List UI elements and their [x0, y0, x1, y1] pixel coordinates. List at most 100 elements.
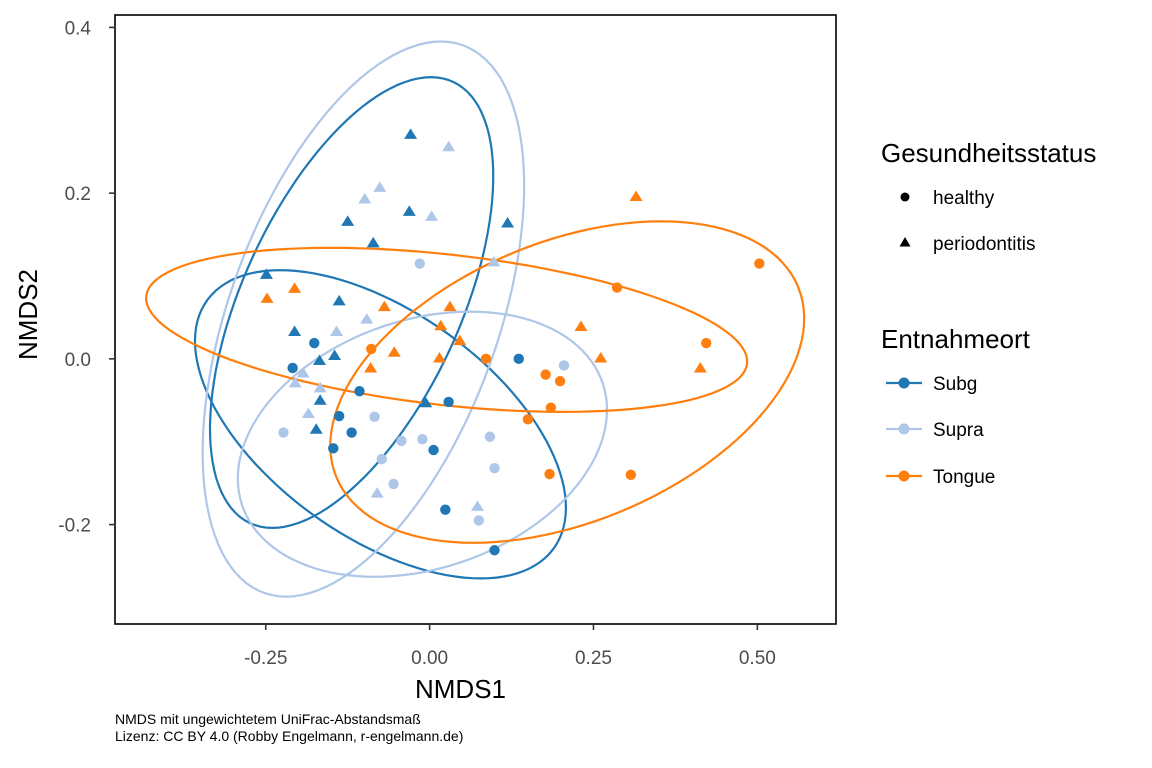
caption: NMDS mit ungewichtetem UniFrac-Abstandsm…: [115, 711, 463, 745]
plot-panel-frame: [114, 14, 837, 625]
y-tick-label: -0.2: [58, 516, 91, 537]
confidence-ellipses: [145, 40, 806, 598]
x-axis-ticks: -0.25 0.00 0.25 0.50: [244, 624, 776, 669]
legend-key-subg: [886, 377, 922, 389]
point-supra-periodontitis: [296, 366, 310, 378]
point-tongue-periodontitis: [443, 300, 457, 312]
point-subg-healthy: [513, 353, 524, 365]
point-tongue-periodontitis: [574, 320, 588, 332]
point-subg-periodontitis: [309, 423, 323, 434]
y-axis-title: NMDS2: [13, 269, 43, 360]
ellipse-supra: [201, 40, 526, 598]
legend-label-healthy: healthy: [933, 188, 995, 209]
point-tongue-healthy: [554, 376, 566, 387]
legend-key-triangle-icon: [899, 237, 911, 247]
point-subg-periodontitis: [419, 396, 433, 408]
point-tongue-periodontitis: [288, 282, 302, 293]
point-supra-periodontitis: [373, 181, 387, 192]
y-axis-ticks: -0.2 0.0 0.2 0.4: [58, 18, 115, 537]
point-tongue-healthy: [625, 469, 637, 481]
point-tongue-healthy: [480, 353, 492, 365]
point-subg-healthy: [428, 444, 439, 456]
point-tongue-periodontitis: [364, 361, 378, 373]
caption-line-license: Lizenz: CC BY 4.0 (Robby Engelmann, r-en…: [115, 728, 464, 744]
point-tongue-periodontitis: [432, 352, 446, 363]
x-tick-label: 0.00: [411, 648, 448, 669]
point-supra-healthy: [558, 360, 570, 371]
point-supra-periodontitis: [360, 313, 374, 324]
legend-gesundheitsstatus: Gesundheitsstatus healthy periodontitis: [881, 138, 1096, 255]
data-points: [259, 128, 765, 556]
point-supra-periodontitis: [301, 407, 315, 419]
legend-label-tongue: Tongue: [933, 467, 995, 488]
ellipse-tongue: [145, 246, 749, 414]
point-subg-periodontitis: [328, 349, 342, 361]
point-supra-periodontitis: [313, 381, 327, 393]
x-tick-label: -0.25: [244, 648, 287, 669]
point-tongue-healthy: [611, 282, 623, 293]
point-subg-periodontitis: [404, 128, 418, 139]
point-subg-periodontitis: [366, 236, 380, 248]
point-supra-healthy: [396, 435, 407, 447]
point-subg-periodontitis: [259, 268, 273, 279]
point-supra-healthy: [417, 434, 428, 445]
point-supra-healthy: [278, 427, 289, 438]
legend-label-subg: Subg: [933, 374, 977, 395]
point-tongue-healthy: [701, 337, 712, 349]
y-tick-label: 0.2: [65, 184, 91, 205]
point-subg-healthy: [443, 396, 454, 408]
point-subg-healthy: [489, 545, 500, 556]
point-supra-periodontitis: [425, 210, 439, 221]
legend-title-gesundheitsstatus: Gesundheitsstatus: [881, 138, 1096, 168]
point-tongue-periodontitis: [453, 334, 467, 346]
point-supra-healthy: [473, 515, 484, 526]
point-supra-healthy: [489, 463, 500, 474]
legend-label-supra: Supra: [933, 420, 984, 441]
caption-line-method: NMDS mit ungewichtetem UniFrac-Abstandsm…: [115, 711, 421, 727]
legend-title-entnahmeort: Entnahmeort: [881, 324, 1031, 354]
legend-key-supra: [886, 423, 922, 435]
ellipse-subg: [208, 75, 495, 530]
point-supra-healthy: [484, 431, 496, 442]
point-subg-healthy: [333, 410, 345, 422]
point-supra-periodontitis: [487, 255, 501, 267]
point-supra-periodontitis: [470, 500, 484, 511]
point-tongue-healthy: [754, 258, 765, 269]
ellipse-tongue: [329, 220, 806, 544]
point-supra-periodontitis: [288, 376, 302, 388]
point-subg-periodontitis: [313, 394, 327, 405]
point-subg-periodontitis: [313, 354, 327, 366]
point-supra-healthy: [376, 453, 387, 465]
point-subg-periodontitis: [341, 215, 355, 226]
point-subg-healthy: [309, 337, 320, 349]
y-tick-label: 0.4: [65, 18, 92, 39]
point-tongue-periodontitis: [377, 300, 391, 312]
ellipse-subg: [193, 269, 568, 580]
point-supra-periodontitis: [358, 192, 372, 204]
point-supra-healthy: [388, 478, 399, 490]
point-supra-periodontitis: [442, 140, 456, 152]
point-supra-periodontitis: [330, 325, 344, 337]
point-subg-periodontitis: [332, 294, 346, 306]
legend-label-periodontitis: periodontitis: [933, 234, 1035, 255]
legend-key-tongue: [886, 470, 922, 482]
point-supra-healthy: [414, 258, 425, 269]
point-subg-healthy: [328, 443, 339, 454]
legend-key-circle-icon: [900, 192, 910, 202]
point-subg-periodontitis: [402, 205, 416, 216]
x-tick-label: 0.50: [739, 648, 776, 669]
point-tongue-healthy: [366, 343, 377, 355]
point-tongue-healthy: [540, 369, 551, 380]
point-tongue-periodontitis: [594, 352, 608, 363]
point-tongue-healthy: [545, 402, 557, 413]
x-tick-label: 0.25: [575, 648, 612, 669]
point-tongue-healthy: [522, 414, 534, 425]
x-axis-title: NMDS1: [415, 674, 506, 704]
point-supra-periodontitis: [370, 487, 384, 498]
point-tongue-periodontitis: [693, 361, 707, 373]
legend-entnahmeort: Entnahmeort Subg Supra Tongue: [881, 324, 1031, 488]
point-tongue-periodontitis: [629, 190, 643, 201]
y-tick-label: 0.0: [65, 350, 91, 371]
point-subg-healthy: [346, 427, 357, 438]
